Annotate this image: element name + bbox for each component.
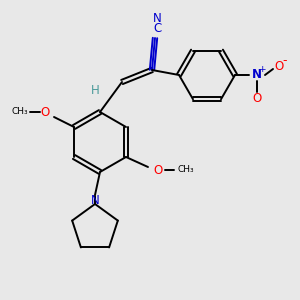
Text: C: C (153, 22, 161, 35)
Text: CH₃: CH₃ (12, 107, 28, 116)
Text: N: N (91, 194, 99, 206)
Text: H: H (91, 83, 99, 97)
Text: N: N (153, 13, 161, 26)
Text: CH₃: CH₃ (178, 166, 194, 175)
Text: O: O (252, 92, 262, 104)
Text: O: O (153, 164, 163, 176)
Text: +: + (258, 65, 266, 74)
Text: -: - (283, 55, 287, 68)
Text: O: O (40, 106, 50, 118)
Text: N: N (252, 68, 262, 82)
Text: O: O (274, 59, 284, 73)
